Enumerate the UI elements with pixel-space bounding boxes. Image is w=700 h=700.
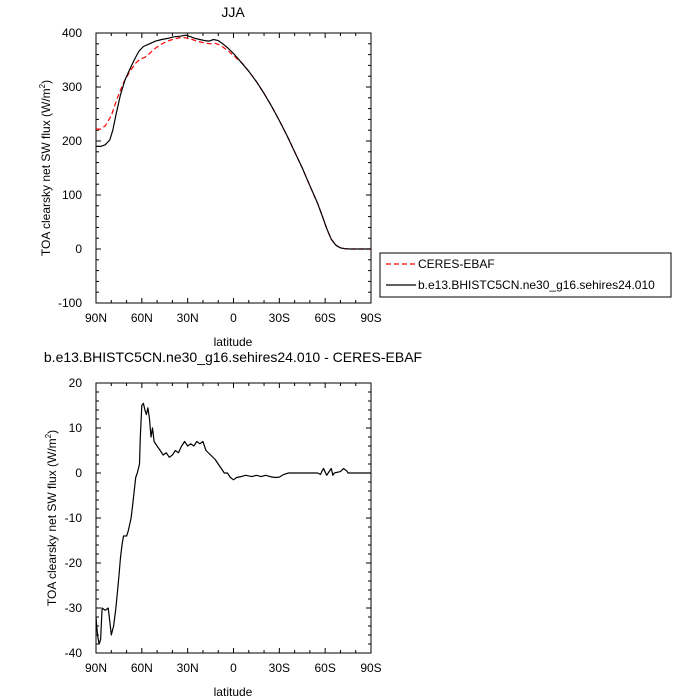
top-chart-y-tick-label: 100 [62,188,82,202]
bottom-chart-x-tick-label: 30N [177,661,199,675]
bottom-chart-y-tick-label: -40 [65,646,83,660]
top-chart-x-tick-label: 30S [269,311,290,325]
top-chart-y-tick-label: 200 [62,134,82,148]
bottom-chart-title: b.e13.BHISTC5CN.ne30_g16.sehires24.010 -… [44,349,422,365]
bottom-chart-xlabel: latitude [214,685,253,699]
top-chart-title: JJA [221,4,245,20]
top-chart-x-tick-label: 90N [85,311,107,325]
legend: CERES-EBAF b.e13.BHISTC5CN.ne30_g16.sehi… [379,252,672,298]
legend-label-model: b.e13.BHISTC5CN.ne30_g16.sehires24.010 [418,278,655,292]
top-chart-x-tick-label: 30N [177,311,199,325]
top-chart-x-tick-label: 60S [314,311,335,325]
bottom-chart-x-tick-label: 90S [360,661,381,675]
bottom-chart-x-tick-label: 60N [131,661,153,675]
legend-label-ceres: CERES-EBAF [418,257,495,271]
bottom-chart-x-tick-label: 60S [314,661,335,675]
bottom-chart-y-tick-label: -20 [65,556,83,570]
bottom-chart-y-tick-label: 0 [75,466,82,480]
top-chart-x-tick-label: 90S [360,311,381,325]
top-chart-y-tick-label: 0 [75,242,82,256]
legend-box [379,252,672,298]
top-chart: JJA 90N 60N 30N 0 30S 60S 90S 400 300 200 100 0 -100… [38,4,382,349]
top-chart-series-line-1 [96,34,371,250]
bottom-chart-frame [95,382,372,654]
top-chart-ylabel: TOA clearsky net SW flux (W/m2) [38,80,53,256]
bottom-chart-x-tick-label: 90N [85,661,107,675]
top-chart-x-tick-label: 60N [131,311,153,325]
bottom-chart-y-tick-label: -30 [65,601,83,615]
bottom-chart-x-tick-label: 0 [230,661,237,675]
bottom-chart-y-tick-label: 10 [69,421,83,435]
top-chart-y-tick-label: 300 [62,80,82,94]
bottom-chart-series-line-0 [95,402,371,645]
bottom-chart-y-tick-label: 20 [69,376,83,390]
top-chart-y-tick-label: 400 [62,26,82,40]
top-chart-series-line-0 [96,36,371,250]
bottom-chart-x-tick-label: 30S [269,661,290,675]
bottom-chart: b.e13.BHISTC5CN.ne30_g16.sehires24.010 -… [44,349,422,699]
bottom-chart-ylabel: TOA clearsky net SW flux (W/m2) [44,430,59,606]
top-chart-xlabel: latitude [214,335,253,349]
bottom-chart-y-tick-label: -10 [65,511,83,525]
top-chart-x-tick-label: 0 [230,311,237,325]
top-chart-y-tick-label: -100 [58,296,82,310]
top-chart-frame [95,32,372,304]
